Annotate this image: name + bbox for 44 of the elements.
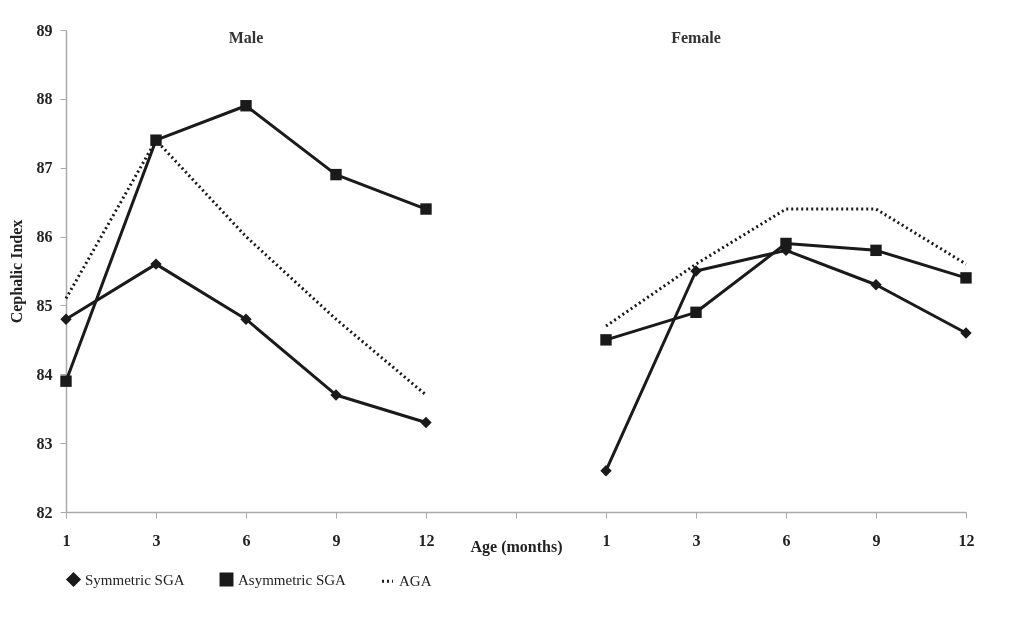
point — [420, 203, 432, 215]
y-tick-label: 89 — [36, 21, 53, 39]
y-tick-label: 83 — [36, 434, 53, 452]
y-tick-label: 87 — [36, 159, 53, 177]
point — [240, 100, 252, 112]
annotation: Female — [671, 29, 721, 47]
x-tick-label: 3 — [152, 531, 161, 549]
point — [60, 375, 72, 387]
point — [960, 272, 972, 284]
x-axis-title: Age (months) — [470, 537, 563, 556]
point — [960, 327, 972, 339]
point — [600, 464, 612, 477]
point — [690, 265, 702, 277]
x-tick-label: 9 — [332, 531, 341, 549]
y-tick-label: 82 — [36, 503, 53, 521]
point — [330, 168, 342, 181]
point — [60, 313, 72, 325]
point — [330, 389, 342, 401]
legend-label: Asymmetric SGA — [238, 571, 347, 588]
x-tick-label: 3 — [692, 531, 701, 549]
point — [690, 306, 702, 319]
x-tick-label: 6 — [242, 531, 251, 549]
point — [870, 279, 882, 291]
annotation: Male — [228, 29, 264, 47]
x-tick-label: 1 — [602, 531, 611, 549]
x-tick-label: 1 — [62, 531, 71, 549]
legend-label: AGA — [399, 573, 432, 590]
legend-label: Symmetric SGA — [85, 571, 185, 588]
x-tick-label: 12 — [958, 531, 975, 549]
y-axis-title: Cephalic Index — [7, 219, 26, 324]
y-tick-label: 85 — [36, 296, 53, 314]
x-tick-label: 9 — [872, 531, 881, 549]
point — [600, 334, 612, 346]
point — [780, 237, 792, 250]
point — [420, 416, 432, 429]
point — [870, 244, 882, 257]
x-tick-label: 6 — [782, 531, 791, 549]
point — [150, 134, 162, 146]
point — [240, 313, 252, 325]
x-tick-label: 12 — [418, 531, 435, 549]
y-tick-label: 84 — [36, 365, 53, 383]
point — [150, 258, 162, 270]
y-tick-label: 86 — [36, 228, 53, 246]
y-tick-label: 88 — [36, 90, 53, 108]
